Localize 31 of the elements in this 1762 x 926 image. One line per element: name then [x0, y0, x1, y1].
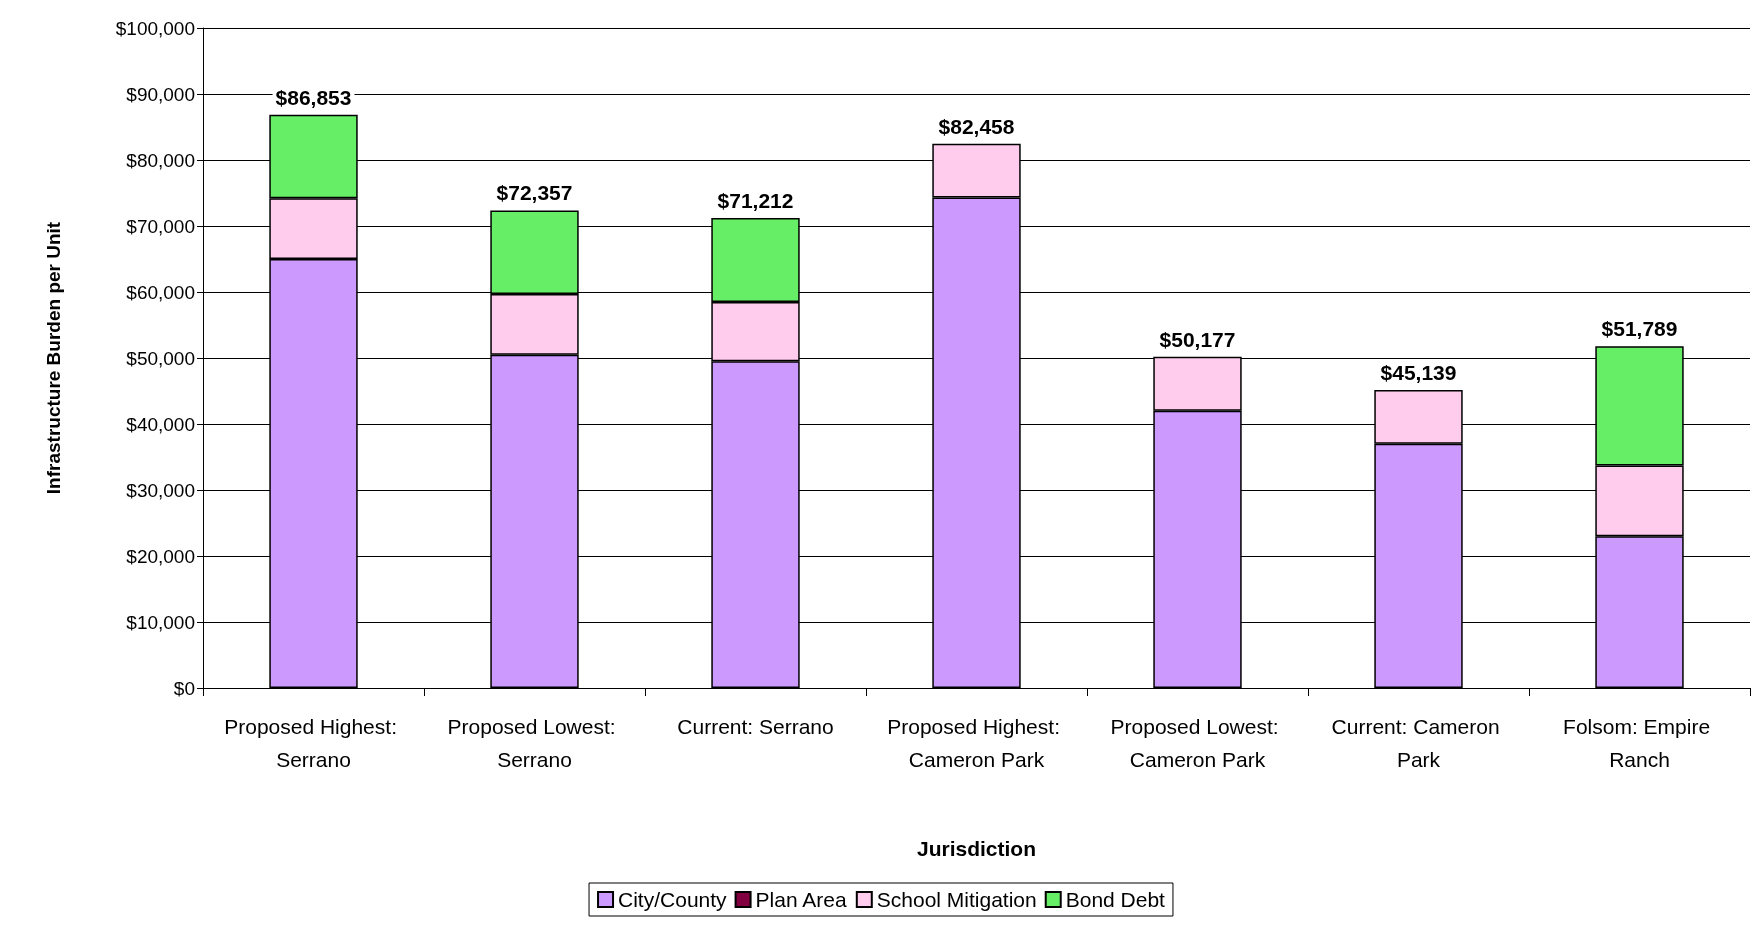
y-tick-label: $50,000 [126, 347, 195, 369]
total-label: $86,853 [275, 85, 352, 109]
y-axis-title: Infrastructure Burden per Unit [43, 221, 64, 495]
y-tick-label: $80,000 [126, 149, 195, 171]
y-tick-label: $40,000 [126, 413, 195, 435]
y-tick-label: $30,000 [126, 479, 195, 501]
total-label: $82,458 [938, 114, 1015, 138]
x-tick-label: Proposed Lowest: Cameron Park [1110, 715, 1285, 771]
x-tick-label: Current: Serrano [677, 715, 834, 738]
y-tick-label: $10,000 [126, 611, 195, 633]
legend-label: School Mitigation [876, 888, 1037, 911]
y-tick-label: $60,000 [126, 281, 195, 303]
y-tick-label: $0 [173, 677, 195, 699]
y-tick-label: $100,000 [115, 17, 195, 39]
x-axis-title: Jurisdiction [916, 837, 1037, 860]
x-tick-label: Proposed Lowest: Serrano [447, 715, 622, 771]
legend-label: Plan Area [755, 888, 847, 911]
total-label: $71,212 [717, 189, 794, 212]
legend-label: City/County [618, 888, 728, 911]
legend-label: Bond Debt [1065, 888, 1166, 911]
y-tick-label: $20,000 [126, 545, 195, 567]
total-label: $72,357 [496, 181, 573, 205]
total-label: $45,139 [1380, 361, 1457, 385]
y-tick-label: $90,000 [126, 83, 195, 105]
total-label: $50,177 [1159, 327, 1236, 351]
x-tick-label: Folsom: Empire Ranch [1563, 715, 1716, 771]
total-label: $51,789 [1601, 317, 1678, 341]
y-tick-label: $70,000 [126, 215, 195, 237]
x-tick-label: Proposed Highest: Cameron Park [887, 715, 1066, 771]
x-tick-label: Proposed Highest: Serrano [224, 715, 403, 771]
x-tick-label: Current: Cameron Park [1331, 715, 1506, 771]
